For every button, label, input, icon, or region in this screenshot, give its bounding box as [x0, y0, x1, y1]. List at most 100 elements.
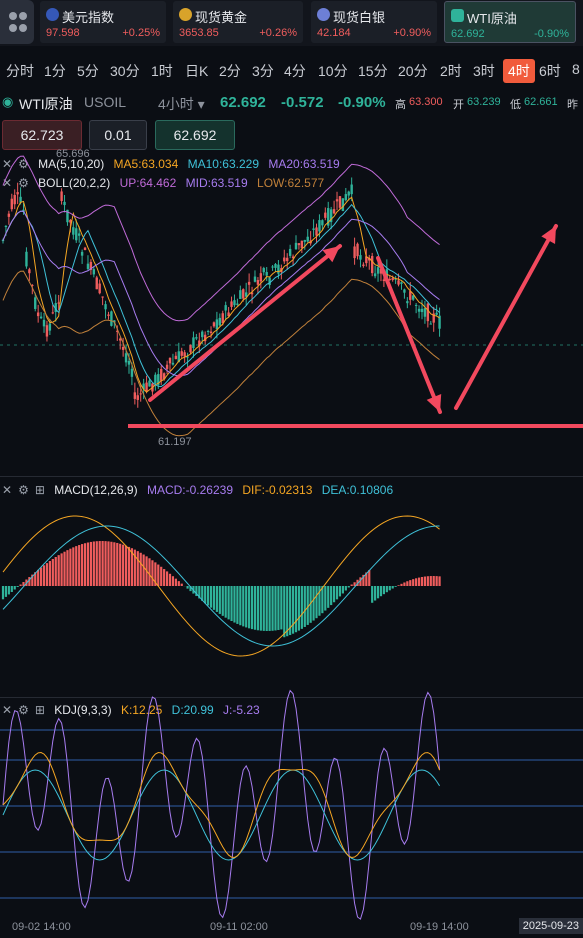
- macd-bar: [98, 541, 101, 586]
- macd-bar: [324, 586, 327, 611]
- card-spot-silver[interactable]: 现货白银 42.184 +0.90%: [311, 1, 437, 43]
- candle-body: [28, 269, 31, 274]
- candle-body: [157, 374, 160, 385]
- close-icon[interactable]: ✕: [2, 157, 13, 171]
- candle-body: [332, 209, 336, 214]
- sell-price-button[interactable]: 62.723: [2, 120, 82, 150]
- tab-timeframe[interactable]: 3时: [473, 63, 495, 79]
- period-selector[interactable]: 4小时 ▾: [158, 96, 205, 112]
- low-value: 62.661: [524, 96, 558, 108]
- macd-bar: [303, 586, 306, 627]
- add-icon[interactable]: ⊞: [34, 483, 45, 497]
- dea-value: DEA:0.10806: [321, 483, 394, 497]
- tab-timeframe[interactable]: 10分: [318, 63, 348, 79]
- gear-icon[interactable]: ⚙: [18, 176, 29, 190]
- tab-timeframe[interactable]: 5分: [77, 63, 99, 79]
- macd-bar: [171, 576, 175, 586]
- candle-body: [221, 313, 224, 323]
- close-icon[interactable]: ✕: [2, 703, 13, 717]
- card-change: +0.90%: [393, 27, 431, 39]
- gear-icon[interactable]: ⚙: [18, 703, 29, 717]
- tab-timeframe[interactable]: 1时: [151, 63, 173, 79]
- candle-body: [353, 246, 356, 259]
- macd-bar: [256, 586, 260, 631]
- candle-body: [274, 264, 277, 268]
- oil-icon: [451, 9, 464, 22]
- menu-grid-icon[interactable]: [0, 0, 34, 44]
- macd-bar: [42, 565, 46, 586]
- candle-body: [262, 268, 265, 273]
- macd-bar: [168, 573, 172, 586]
- tab-timeframe[interactable]: 1分: [44, 63, 66, 79]
- timeframe-tabs: 分时 1分 5分 30分 1时 日K 2分 3分 4分 10分 15分 20分 …: [0, 57, 583, 83]
- candle-body: [75, 228, 78, 241]
- candle-body: [63, 201, 66, 206]
- buy-price-button[interactable]: 62.692: [155, 120, 235, 150]
- arrow-up-1: [148, 244, 342, 402]
- candle-body: [80, 251, 84, 256]
- add-icon[interactable]: ⊞: [34, 703, 45, 717]
- candle-body: [148, 380, 151, 387]
- candle-body: [31, 284, 34, 286]
- macd-bar: [195, 586, 198, 597]
- tab-timeframe[interactable]: 3分: [252, 63, 274, 79]
- macd-bar: [274, 586, 277, 631]
- high-value: 63.300: [409, 96, 443, 108]
- tab-timeframe[interactable]: 15分: [358, 63, 388, 79]
- dea-line: [2, 525, 440, 647]
- macd-bar: [297, 586, 301, 631]
- macd-bar: [54, 557, 57, 586]
- candle-body: [291, 256, 295, 259]
- macd-bar: [420, 576, 424, 586]
- macd-bar: [321, 586, 324, 614]
- high-label: 高: [395, 99, 406, 111]
- tab-timeframe[interactable]: 8: [572, 61, 580, 77]
- macd-bar: [344, 586, 347, 591]
- macd-bar: [160, 566, 163, 586]
- candle-body: [180, 351, 183, 356]
- card-usd-index[interactable]: 美元指数 97.598 +0.25%: [40, 1, 166, 43]
- candle-body: [186, 356, 189, 358]
- gear-icon[interactable]: ⚙: [18, 157, 29, 171]
- candle-body: [92, 269, 96, 275]
- macd-bar: [362, 574, 365, 586]
- macd-bar: [365, 572, 368, 586]
- more-label: 昨: [567, 99, 578, 111]
- candle-body: [160, 369, 163, 381]
- tab-timeframe[interactable]: 30分: [110, 63, 140, 79]
- gear-icon[interactable]: ⚙: [18, 483, 29, 497]
- macd-bar: [151, 560, 154, 586]
- macd-bar: [133, 549, 136, 586]
- card-spot-gold[interactable]: 现货黄金 3653.85 +0.26%: [173, 1, 303, 43]
- candle-body: [230, 301, 233, 307]
- macd-bar: [142, 554, 145, 586]
- tab-timeframe[interactable]: 2分: [219, 63, 241, 79]
- close-icon[interactable]: ✕: [2, 176, 13, 190]
- macd-bar: [89, 541, 92, 586]
- tab-timeframe[interactable]: 20分: [398, 63, 428, 79]
- tab-timeframe[interactable]: 分时: [6, 63, 34, 79]
- candle-body: [25, 251, 28, 267]
- candle-body: [127, 360, 131, 365]
- candle-body: [36, 312, 40, 317]
- status-dot-icon: ◉: [2, 94, 14, 109]
- boll-mid: MID:63.519: [185, 176, 248, 190]
- candle-body: [95, 277, 98, 290]
- tab-timeframe[interactable]: 6时: [539, 63, 561, 79]
- tab-timeframe[interactable]: 2时: [440, 63, 462, 79]
- macd-bar: [165, 571, 169, 586]
- tab-timeframe[interactable]: 4分: [284, 63, 306, 79]
- card-wti-oil[interactable]: WTI原油 62.692 -0.90%: [444, 1, 576, 43]
- candle-body: [177, 351, 180, 363]
- lot-input[interactable]: 0.01: [89, 120, 147, 150]
- candle-body: [283, 257, 286, 262]
- macd-bar: [122, 544, 125, 586]
- close-icon[interactable]: ✕: [2, 483, 13, 497]
- tab-timeframe-selected[interactable]: 4时: [503, 59, 535, 83]
- macd-bar: [432, 576, 435, 586]
- candle-body: [195, 337, 198, 339]
- tab-timeframe[interactable]: 日K: [185, 63, 209, 79]
- ticker-change-pct: -0.90%: [338, 94, 386, 111]
- macd-bar: [376, 586, 380, 599]
